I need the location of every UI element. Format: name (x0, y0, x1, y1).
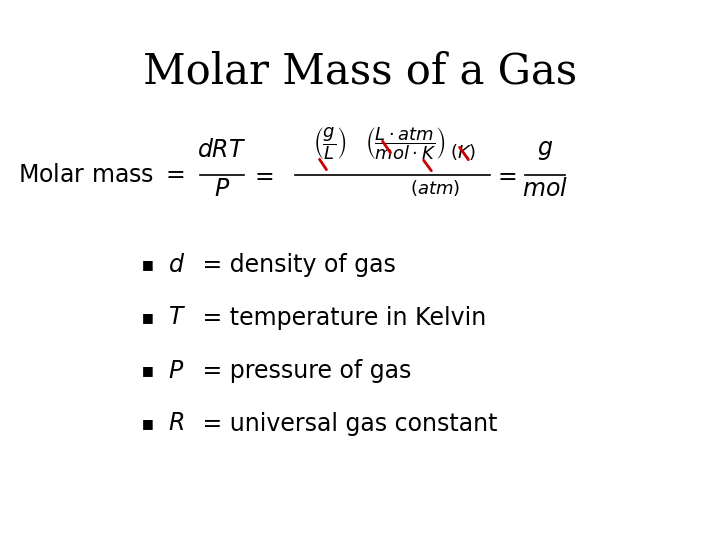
Text: ■: ■ (142, 417, 154, 430)
Text: $P$: $P$ (168, 360, 184, 382)
Text: $T$: $T$ (168, 307, 186, 329)
Text: $dRT$: $dRT$ (197, 139, 247, 162)
Text: $g$: $g$ (537, 139, 553, 162)
Text: = pressure of gas: = pressure of gas (195, 359, 411, 383)
Text: Molar Mass of a Gas: Molar Mass of a Gas (143, 50, 577, 92)
Text: Molar mass $=$: Molar mass $=$ (18, 163, 184, 187)
Text: $P$: $P$ (214, 178, 230, 201)
Text: $d$: $d$ (168, 253, 185, 276)
Text: $mol$: $mol$ (522, 178, 568, 201)
Text: $=$: $=$ (250, 163, 274, 187)
Text: ■: ■ (142, 364, 154, 377)
Text: $\left(\dfrac{g}{L}\right)$: $\left(\dfrac{g}{L}\right)$ (313, 125, 347, 162)
Text: $\left(\dfrac{L \cdot atm}{mol \cdot K}\right)$: $\left(\dfrac{L \cdot atm}{mol \cdot K}\… (364, 125, 446, 162)
Text: = density of gas: = density of gas (195, 253, 396, 277)
Text: $R$: $R$ (168, 413, 184, 435)
Text: $=$: $=$ (493, 163, 517, 187)
Text: $(atm)$: $(atm)$ (410, 178, 460, 198)
Text: $(K)$: $(K)$ (450, 142, 476, 162)
Text: ■: ■ (142, 259, 154, 272)
Text: = temperature in Kelvin: = temperature in Kelvin (195, 306, 486, 330)
Text: = universal gas constant: = universal gas constant (195, 412, 498, 436)
Text: ■: ■ (142, 312, 154, 325)
